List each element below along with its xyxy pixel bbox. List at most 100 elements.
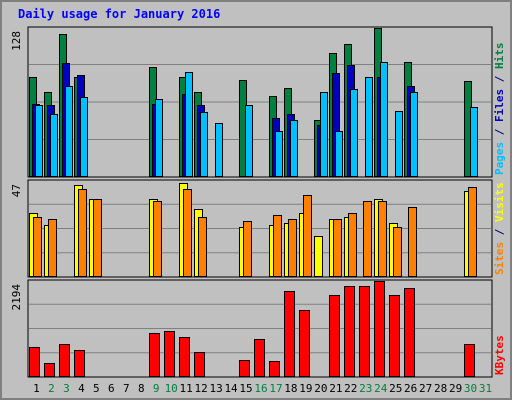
legend-entry: / [493, 69, 506, 89]
x-tick-label: 21 [329, 382, 342, 395]
bar-sites-day-17 [273, 215, 282, 277]
bar-kbytes-day-16 [254, 339, 265, 377]
bar-pages-day-18 [290, 120, 298, 177]
x-tick-label: 17 [269, 382, 282, 395]
bar-pages-day-11 [185, 72, 193, 177]
legend-entry: / [493, 122, 506, 142]
x-tick-label: 5 [93, 382, 100, 395]
bar-pages-day-4 [80, 97, 88, 177]
bar-pages-day-12 [200, 112, 208, 177]
bar-pages-day-15 [245, 105, 253, 177]
bar-sites-day-21 [333, 219, 342, 277]
x-tick-label: 20 [314, 382, 327, 395]
bar-kbytes-day-22 [344, 286, 355, 377]
bar-sites-day-11 [183, 189, 192, 277]
bar-kbytes-day-15 [239, 360, 250, 377]
legend: Sites / Visits [493, 182, 506, 275]
x-tick-label: 27 [419, 382, 432, 395]
x-tick-label: 3 [63, 382, 70, 395]
bar-sites-day-12 [198, 217, 207, 277]
bar-sites-day-4 [78, 189, 87, 277]
x-tick-label: 19 [299, 382, 312, 395]
legend: KBytes [493, 335, 506, 375]
bar-kbytes-day-10 [164, 331, 175, 377]
x-tick-label: 10 [165, 382, 178, 395]
bar-kbytes-day-4 [74, 350, 85, 377]
x-tick-label: 13 [209, 382, 222, 395]
bar-pages-day-25 [395, 111, 403, 177]
bar-sites-day-23 [363, 201, 372, 277]
axis-max-label: 2194 [10, 284, 23, 311]
bar-pages-day-2 [50, 114, 58, 177]
bar-sites-day-24 [378, 201, 387, 277]
bar-pages-day-21 [335, 131, 343, 177]
axis-max-label: 47 [10, 184, 23, 197]
bar-sites-day-25 [393, 227, 402, 277]
bar-pages-day-13 [215, 123, 223, 177]
x-tick-label: 1 [33, 382, 40, 395]
bar-kbytes-day-23 [359, 286, 370, 377]
bar-pages-day-26 [410, 92, 418, 177]
bar-pages-day-23 [365, 77, 373, 177]
bar-kbytes-day-12 [194, 352, 205, 377]
bar-pages-day-30 [470, 107, 478, 177]
bar-sites-day-19 [303, 195, 312, 277]
bar-sites-day-26 [408, 207, 417, 277]
bar-pages-day-24 [380, 62, 388, 177]
chart-title: Daily usage for January 2016 [18, 7, 220, 21]
x-tick-label: 15 [239, 382, 252, 395]
bar-sites-day-15 [243, 221, 252, 277]
x-tick-label: 11 [180, 382, 193, 395]
x-tick-label: 24 [374, 382, 388, 395]
x-tick-label: 25 [389, 382, 402, 395]
bar-pages-day-20 [320, 92, 328, 177]
bar-pages-day-3 [65, 86, 73, 177]
x-tick-label: 9 [153, 382, 160, 395]
bar-kbytes-day-3 [59, 344, 70, 377]
bar-sites-day-30 [468, 187, 477, 277]
bar-kbytes-day-19 [299, 310, 310, 377]
x-tick-label: 12 [195, 382, 208, 395]
x-tick-label: 8 [138, 382, 145, 395]
visits-panel: 47 Sites / Visits [10, 179, 506, 278]
x-tick-label: 6 [108, 382, 115, 395]
axis-max-label: 128 [10, 31, 23, 51]
bar-kbytes-day-9 [149, 333, 160, 377]
x-tick-label: 31 [479, 382, 492, 395]
bar-kbytes-day-30 [464, 344, 475, 377]
bar-kbytes-day-1 [29, 347, 40, 377]
x-tick-label: 23 [359, 382, 372, 395]
bar-sites-day-9 [153, 201, 162, 277]
bar-pages-day-22 [350, 89, 358, 177]
bar-sites-day-2 [48, 219, 57, 277]
x-tick-label: 28 [434, 382, 447, 395]
legend-entry: Visits [493, 182, 506, 222]
bar-kbytes-day-24 [374, 281, 385, 377]
x-tick-label: 7 [123, 382, 130, 395]
x-tick-label: 14 [224, 382, 238, 395]
bar-kbytes-day-2 [44, 363, 55, 377]
x-tick-label: 18 [284, 382, 297, 395]
hits-panel: 128 Pages / Files / Hits [10, 26, 506, 178]
bar-visits-day-20 [314, 236, 323, 277]
bar-kbytes-day-11 [179, 337, 190, 377]
bar-kbytes-day-25 [389, 295, 400, 377]
bar-sites-day-22 [348, 213, 357, 277]
x-tick-label: 22 [344, 382, 357, 395]
x-tick-label: 16 [254, 382, 267, 395]
bar-kbytes-day-26 [404, 288, 415, 377]
x-tick-label: 26 [404, 382, 417, 395]
bar-pages-day-17 [275, 131, 283, 177]
legend-entry: Files [493, 89, 506, 122]
x-tick-label: 30 [464, 382, 477, 395]
legend-entry: Hits [493, 43, 506, 70]
bar-pages-day-1 [35, 105, 43, 177]
bar-pages-day-9 [155, 99, 163, 177]
x-axis: 1 2 3 4 5 6 7 8 9 10 11 12 13 14 15 16 17 18 19 20 21 22 23 24 2… [33, 382, 492, 395]
bar-kbytes-day-17 [269, 361, 280, 377]
x-tick-label: 29 [449, 382, 462, 395]
legend-entry: KBytes [493, 335, 506, 375]
bar-sites-day-5 [93, 199, 102, 277]
